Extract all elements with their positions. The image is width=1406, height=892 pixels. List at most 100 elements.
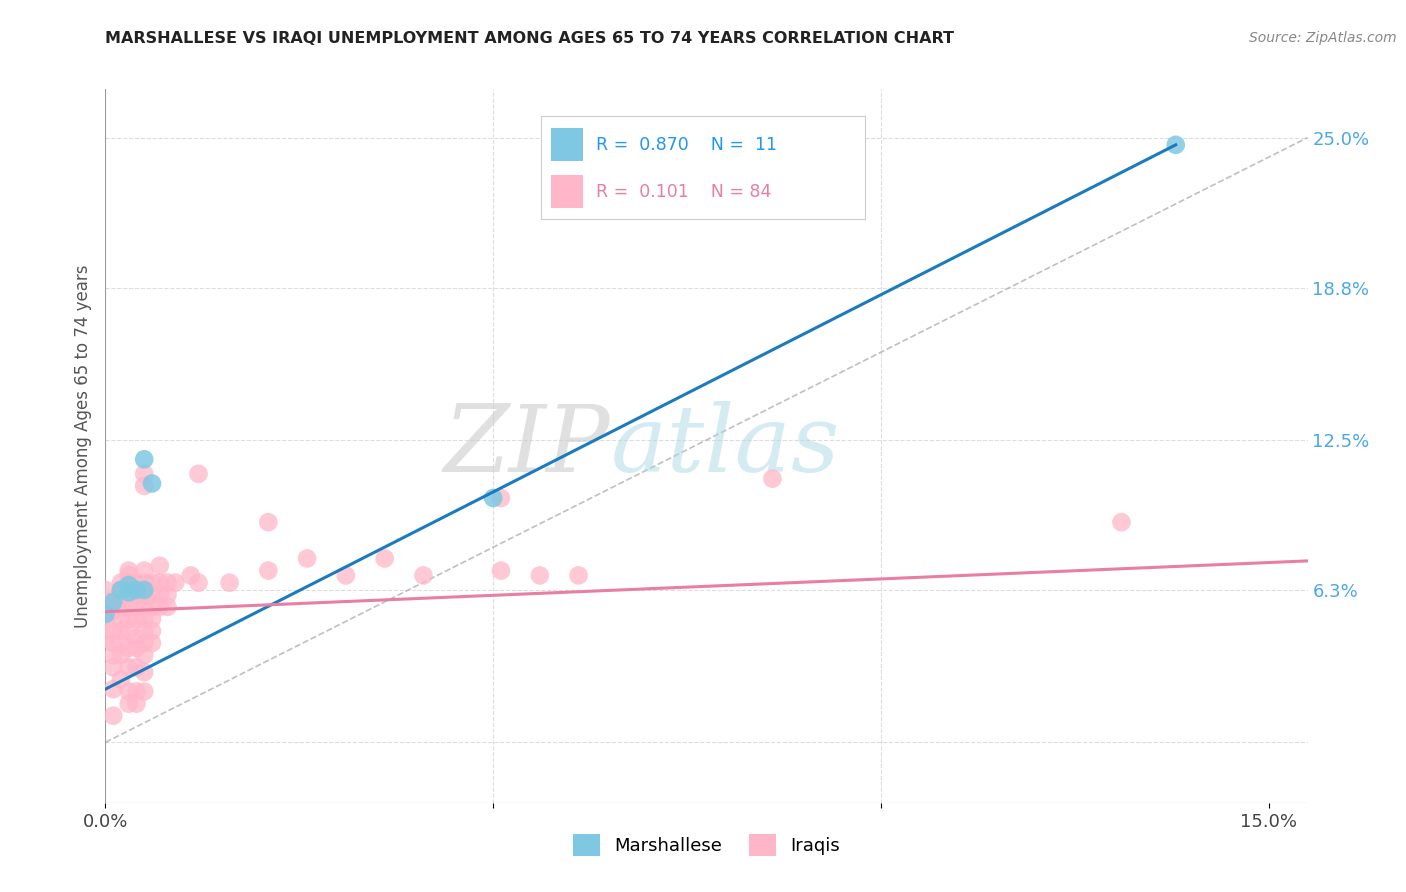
Point xyxy=(103,682,125,697)
Text: R =  0.870    N =  11: R = 0.870 N = 11 xyxy=(596,136,778,153)
Point xyxy=(118,660,141,674)
Legend: Marshallese, Iraqis: Marshallese, Iraqis xyxy=(564,825,849,865)
Point xyxy=(110,612,132,626)
Point xyxy=(103,636,125,650)
Point xyxy=(257,564,280,578)
Point xyxy=(118,612,141,626)
Point xyxy=(110,648,132,663)
Point xyxy=(110,624,132,638)
Text: MARSHALLESE VS IRAQI UNEMPLOYMENT AMONG AGES 65 TO 74 YEARS CORRELATION CHART: MARSHALLESE VS IRAQI UNEMPLOYMENT AMONG … xyxy=(105,31,955,46)
Point xyxy=(94,582,117,597)
Point xyxy=(1111,515,1133,529)
Point xyxy=(94,599,117,614)
Point xyxy=(141,476,163,491)
Point xyxy=(103,648,125,663)
Point xyxy=(118,564,141,578)
Point xyxy=(165,575,187,590)
Point xyxy=(125,697,148,711)
Point xyxy=(118,697,141,711)
Point xyxy=(94,615,117,629)
Point xyxy=(482,491,505,505)
Point xyxy=(118,684,141,698)
Point xyxy=(180,568,202,582)
Point xyxy=(141,575,163,590)
Point xyxy=(141,624,163,638)
Point xyxy=(110,575,132,590)
Point xyxy=(118,568,141,582)
Point xyxy=(149,575,172,590)
Point xyxy=(218,575,240,590)
Point xyxy=(134,479,156,493)
Point xyxy=(567,568,589,582)
Point xyxy=(141,636,163,650)
Point xyxy=(489,564,512,578)
Point xyxy=(134,636,156,650)
Point xyxy=(125,640,148,655)
Point xyxy=(761,472,783,486)
Text: atlas: atlas xyxy=(610,401,839,491)
Point xyxy=(103,624,125,638)
Point xyxy=(412,568,434,582)
Point xyxy=(125,575,148,590)
Point xyxy=(156,575,179,590)
Point xyxy=(110,599,132,614)
Point xyxy=(94,632,117,646)
Point xyxy=(103,595,125,609)
Point xyxy=(134,648,156,663)
Point xyxy=(118,588,141,602)
Point xyxy=(103,605,125,619)
Point xyxy=(149,588,172,602)
Point xyxy=(110,582,132,597)
Y-axis label: Unemployment Among Ages 65 to 74 years: Unemployment Among Ages 65 to 74 years xyxy=(73,264,91,628)
Point xyxy=(134,452,156,467)
Point xyxy=(1164,137,1187,152)
Point xyxy=(134,684,156,698)
Point xyxy=(110,582,132,597)
Point xyxy=(187,467,209,481)
Point xyxy=(110,636,132,650)
Text: R =  0.101    N = 84: R = 0.101 N = 84 xyxy=(596,183,772,201)
Bar xyxy=(551,176,583,208)
Point xyxy=(134,575,156,590)
Point xyxy=(141,588,163,602)
Point xyxy=(94,607,117,621)
Point xyxy=(295,551,318,566)
Point xyxy=(489,491,512,505)
Text: ZIP: ZIP xyxy=(444,401,610,491)
Point xyxy=(134,588,156,602)
Point xyxy=(103,660,125,674)
Point xyxy=(149,599,172,614)
Point xyxy=(125,660,148,674)
Point xyxy=(134,582,156,597)
Point xyxy=(529,568,551,582)
Text: Source: ZipAtlas.com: Source: ZipAtlas.com xyxy=(1249,31,1396,45)
Point xyxy=(125,684,148,698)
Point xyxy=(156,599,179,614)
Point xyxy=(118,640,141,655)
Point xyxy=(134,665,156,680)
Bar xyxy=(551,128,583,161)
Point xyxy=(257,515,280,529)
Point xyxy=(110,592,132,607)
Point xyxy=(125,588,148,602)
Point xyxy=(118,578,141,592)
Point xyxy=(335,568,357,582)
Point xyxy=(110,673,132,687)
Point xyxy=(374,551,396,566)
Point xyxy=(118,624,141,638)
Point xyxy=(141,599,163,614)
Point xyxy=(118,575,141,590)
Point xyxy=(134,612,156,626)
Point xyxy=(134,624,156,638)
Point xyxy=(187,575,209,590)
Point xyxy=(118,599,141,614)
Point xyxy=(125,582,148,597)
Point xyxy=(134,599,156,614)
Point xyxy=(141,612,163,626)
Point xyxy=(103,592,125,607)
Point xyxy=(118,585,141,599)
Point xyxy=(125,612,148,626)
Point xyxy=(125,632,148,646)
Point xyxy=(134,467,156,481)
Point xyxy=(134,564,156,578)
